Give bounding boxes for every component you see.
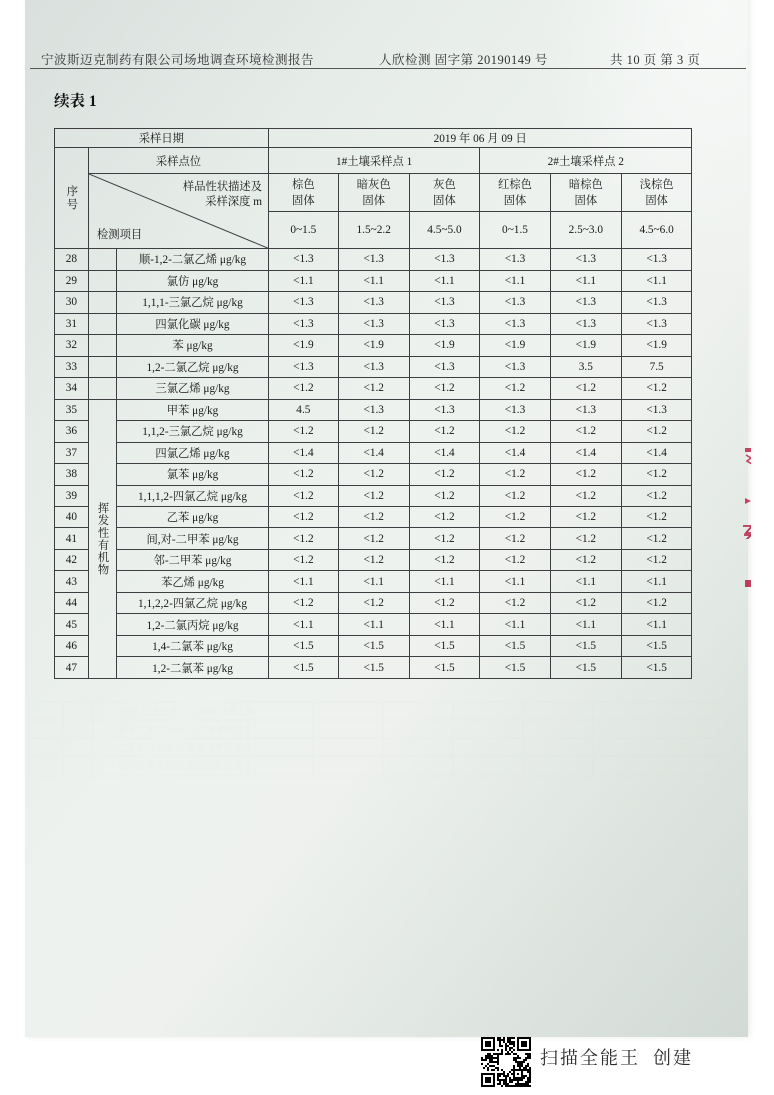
- svg-text:检测结果 合格 限值范围内 正常: 检测结果 合格 限值范围内 正常: [118, 760, 242, 771]
- svg-text:氯苯 乙苯 二甲苯 苯乙烯 氯丙烷: 氯苯 乙苯 二甲苯 苯乙烯 氯丙烷: [118, 724, 244, 735]
- svg-text:颖 顺 氯仿 三氯乙烷 甲苯 四氯乙烯: 颖 顺 氯仿 三氯乙烷 甲苯 四氯乙烯: [118, 706, 255, 717]
- svg-text:二氯苯 二氯苯 总量 备注事项说明: 二氯苯 二氯苯 总量 备注事项说明: [118, 742, 251, 753]
